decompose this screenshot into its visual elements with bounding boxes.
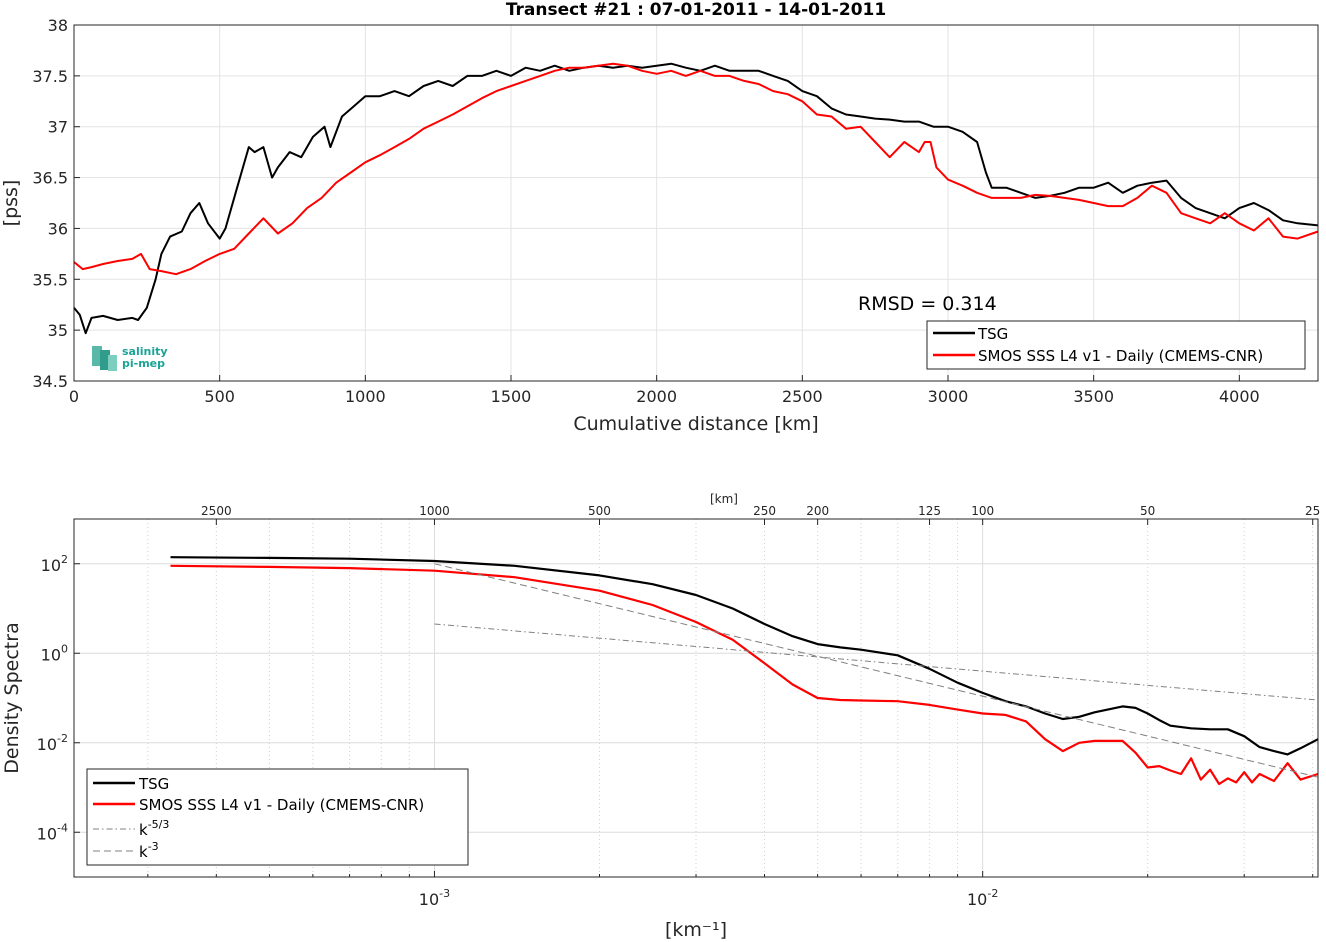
top-legend-box (926, 320, 1306, 370)
bottom-y-tick-label: 102 (41, 553, 68, 575)
top-series-tsg-line (73, 62, 1319, 335)
bottom-x-tick-label: 10-2 (967, 887, 998, 909)
top-y-tick-label: 36 (48, 219, 68, 238)
bottom-top-tick-label: 50 (1140, 504, 1155, 518)
bottom-top-tick-label: 125 (918, 504, 941, 518)
bottom-y-tick-label: 10-4 (37, 821, 68, 843)
bottom-legend: TSG SMOS SSS L4 v1 - Daily (CMEMS-CNR) k… (86, 768, 469, 866)
legend-k53-base: k (139, 821, 148, 839)
bottom-series-smos-line (170, 564, 1319, 786)
salinity-pi-mep-logo: salinity pi-mep (92, 345, 168, 371)
logo-text-line-2: pi-mep (122, 357, 165, 370)
bottom-legend-label-tsg: TSG (138, 775, 169, 793)
top-x-tick-label: 2000 (636, 387, 677, 406)
top-series-group (73, 62, 1319, 335)
bottom-series-k3-line (434, 563, 1319, 778)
bottom-top-tick-label: 100 (971, 504, 994, 518)
top-y-axis-label: [pss] (0, 180, 22, 227)
bottom-y-tick-label: 10-2 (37, 732, 68, 754)
top-series-smos-line (73, 62, 1319, 276)
bottom-axes-box (73, 518, 1319, 878)
top-x-tick-label: 1000 (345, 387, 386, 406)
top-y-tick-label: 34.5 (32, 372, 68, 391)
bottom-top-tick-label: 200 (806, 504, 829, 518)
top-axes-box (73, 24, 1319, 382)
top-x-tick-label: 1500 (491, 387, 532, 406)
top-x-tick-label: 3000 (928, 387, 969, 406)
bottom-x-axis-label-text: [km⁻¹] (665, 919, 727, 941)
bottom-top-tick-label: 250 (753, 504, 776, 518)
top-y-tick-label: 37 (48, 118, 68, 137)
top-y-tick-label: 35 (48, 321, 68, 340)
legend-k3-base: k (139, 843, 148, 861)
bottom-top-tick-label: 1000 (419, 504, 450, 518)
logo-block-3 (108, 355, 117, 371)
bottom-y-axis-label: Density Spectra (1, 622, 23, 773)
bottom-chart: 10-4 10-2 100 102 10-3 10-2 2500 1000 500 250 200 1… (1, 492, 1320, 941)
top-chart-title: Transect #21 : 07-01-2011 - 14-01-2011 (506, 0, 886, 20)
bottom-legend-label-k3: k-3 (139, 840, 159, 861)
bottom-series-group (170, 556, 1319, 786)
bottom-x-axis-label: [km⁻¹] (665, 919, 727, 941)
logo-block-1 (92, 346, 102, 366)
top-chart: Transect #21 : 07-01-2011 - 14-01-2011 0… (0, 0, 1319, 435)
bottom-legend-label-k53: k-5/3 (139, 818, 169, 839)
rmsd-annotation: RMSD = 0.314 (858, 293, 997, 315)
logo-block-2 (100, 350, 110, 370)
bottom-top-axis-label: [km] (710, 492, 738, 506)
bottom-top-tick-label: 500 (588, 504, 611, 518)
top-x-tick-label: 3500 (1073, 387, 1114, 406)
top-tick-labels: 0 500 1000 1500 2000 2500 3000 3500 4000 34.5 35 35… (32, 16, 1259, 406)
bottom-series-k53-line (434, 623, 1319, 701)
top-x-tick-label: 500 (204, 387, 235, 406)
top-legend-label-tsg: TSG (977, 325, 1008, 343)
top-x-tick-label: 4000 (1219, 387, 1260, 406)
logo-text-line-1: salinity (122, 345, 168, 358)
legend-k3-exponent: -3 (148, 840, 159, 853)
bottom-tick-labels: 10-4 10-2 100 102 10-3 10-2 2500 1000 500 250 200 1… (37, 504, 1321, 909)
top-x-tick-label: 2500 (782, 387, 823, 406)
legend-k53-exponent: -5/3 (148, 818, 170, 831)
bottom-top-tick-label: 25 (1305, 504, 1320, 518)
bottom-x-tick-label: 10-3 (419, 887, 450, 909)
top-legend-label-smos: SMOS SSS L4 v1 - Daily (CMEMS-CNR) (978, 347, 1263, 365)
bottom-legend-label-smos: SMOS SSS L4 v1 - Daily (CMEMS-CNR) (139, 796, 424, 814)
bottom-top-tick-label: 2500 (201, 504, 232, 518)
bottom-y-tick-label: 100 (41, 642, 68, 664)
top-legend: TSG SMOS SSS L4 v1 - Daily (CMEMS-CNR) (926, 320, 1306, 370)
top-y-tick-label: 35.5 (32, 270, 68, 289)
top-x-tick-label: 0 (69, 387, 79, 406)
bottom-legend-box (86, 768, 469, 866)
top-y-tick-label: 38 (48, 16, 68, 35)
top-y-tick-label: 37.5 (32, 67, 68, 86)
top-x-axis-label: Cumulative distance [km] (573, 413, 818, 435)
top-y-tick-label: 36.5 (32, 169, 68, 188)
